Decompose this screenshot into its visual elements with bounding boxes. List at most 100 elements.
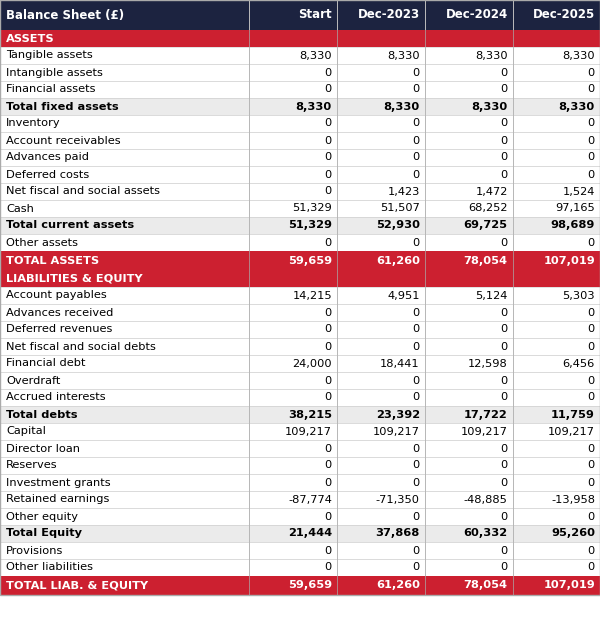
- Bar: [0, 338, 249, 355]
- Text: TOTAL ASSETS: TOTAL ASSETS: [6, 256, 99, 266]
- Text: 8,330: 8,330: [472, 102, 508, 112]
- Bar: [425, 372, 512, 389]
- Text: 0: 0: [413, 136, 420, 146]
- Text: 37,868: 37,868: [376, 529, 420, 538]
- Text: 59,659: 59,659: [288, 256, 332, 266]
- Bar: [512, 47, 600, 64]
- Bar: [425, 508, 512, 525]
- Bar: [0, 47, 249, 64]
- Bar: [512, 423, 600, 440]
- Text: Total current assets: Total current assets: [6, 220, 134, 230]
- Bar: [512, 98, 600, 115]
- Bar: [512, 389, 600, 406]
- Bar: [512, 234, 600, 251]
- Text: 0: 0: [500, 136, 508, 146]
- Text: 0: 0: [588, 511, 595, 521]
- Text: 1,524: 1,524: [563, 187, 595, 197]
- Text: 0: 0: [588, 443, 595, 453]
- Text: Cash: Cash: [6, 203, 34, 214]
- Bar: [512, 0, 600, 30]
- Text: 0: 0: [413, 511, 420, 521]
- Text: 0: 0: [413, 119, 420, 129]
- Bar: [425, 217, 512, 234]
- Text: 107,019: 107,019: [543, 256, 595, 266]
- Bar: [0, 474, 249, 491]
- Bar: [512, 287, 600, 304]
- Bar: [425, 115, 512, 132]
- Bar: [337, 64, 425, 81]
- Text: 0: 0: [413, 67, 420, 77]
- Bar: [337, 457, 425, 474]
- Text: Tangible assets: Tangible assets: [6, 50, 93, 60]
- Text: 0: 0: [500, 342, 508, 352]
- Bar: [249, 234, 337, 251]
- Bar: [249, 183, 337, 200]
- Bar: [425, 389, 512, 406]
- Bar: [337, 30, 425, 47]
- Text: 0: 0: [413, 477, 420, 487]
- Bar: [337, 559, 425, 576]
- Text: Intangible assets: Intangible assets: [6, 67, 103, 77]
- Bar: [249, 166, 337, 183]
- Text: 78,054: 78,054: [464, 580, 508, 590]
- Bar: [512, 304, 600, 321]
- Bar: [0, 525, 249, 542]
- Bar: [425, 287, 512, 304]
- Text: 0: 0: [413, 563, 420, 573]
- Text: 12,598: 12,598: [468, 359, 508, 369]
- Text: 59,659: 59,659: [288, 580, 332, 590]
- Bar: [425, 200, 512, 217]
- Bar: [0, 217, 249, 234]
- Text: 14,215: 14,215: [292, 291, 332, 301]
- Text: 0: 0: [500, 443, 508, 453]
- Text: 95,260: 95,260: [551, 529, 595, 538]
- Text: 0: 0: [325, 308, 332, 318]
- Text: 109,217: 109,217: [285, 426, 332, 436]
- Text: Investment grants: Investment grants: [6, 477, 110, 487]
- Text: Other equity: Other equity: [6, 511, 78, 521]
- Bar: [337, 406, 425, 423]
- Bar: [512, 372, 600, 389]
- Bar: [249, 372, 337, 389]
- Text: Total Equity: Total Equity: [6, 529, 82, 538]
- Text: Other assets: Other assets: [6, 237, 78, 247]
- Bar: [0, 491, 249, 508]
- Text: 0: 0: [500, 376, 508, 386]
- Bar: [337, 508, 425, 525]
- Text: 23,392: 23,392: [376, 409, 420, 420]
- Bar: [337, 474, 425, 491]
- Text: 68,252: 68,252: [468, 203, 508, 214]
- Bar: [0, 423, 249, 440]
- Text: 107,019: 107,019: [543, 580, 595, 590]
- Bar: [0, 200, 249, 217]
- Text: Provisions: Provisions: [6, 546, 64, 556]
- Bar: [337, 321, 425, 338]
- Text: 0: 0: [588, 325, 595, 335]
- Bar: [337, 251, 425, 270]
- Text: 60,332: 60,332: [464, 529, 508, 538]
- Text: 0: 0: [588, 85, 595, 94]
- Text: 0: 0: [588, 477, 595, 487]
- Bar: [0, 98, 249, 115]
- Text: 0: 0: [500, 119, 508, 129]
- Bar: [249, 30, 337, 47]
- Text: Account receivables: Account receivables: [6, 136, 121, 146]
- Bar: [512, 64, 600, 81]
- Text: Start: Start: [298, 9, 332, 21]
- Bar: [425, 132, 512, 149]
- Text: Deferred revenues: Deferred revenues: [6, 325, 112, 335]
- Bar: [249, 355, 337, 372]
- Text: 52,930: 52,930: [376, 220, 420, 230]
- Text: Accrued interests: Accrued interests: [6, 392, 106, 403]
- Bar: [425, 440, 512, 457]
- Bar: [337, 0, 425, 30]
- Bar: [425, 525, 512, 542]
- Bar: [249, 508, 337, 525]
- Text: 8,330: 8,330: [299, 50, 332, 60]
- Text: 0: 0: [413, 392, 420, 403]
- Bar: [0, 355, 249, 372]
- Bar: [425, 64, 512, 81]
- Bar: [0, 287, 249, 304]
- Text: 24,000: 24,000: [292, 359, 332, 369]
- Text: 0: 0: [500, 237, 508, 247]
